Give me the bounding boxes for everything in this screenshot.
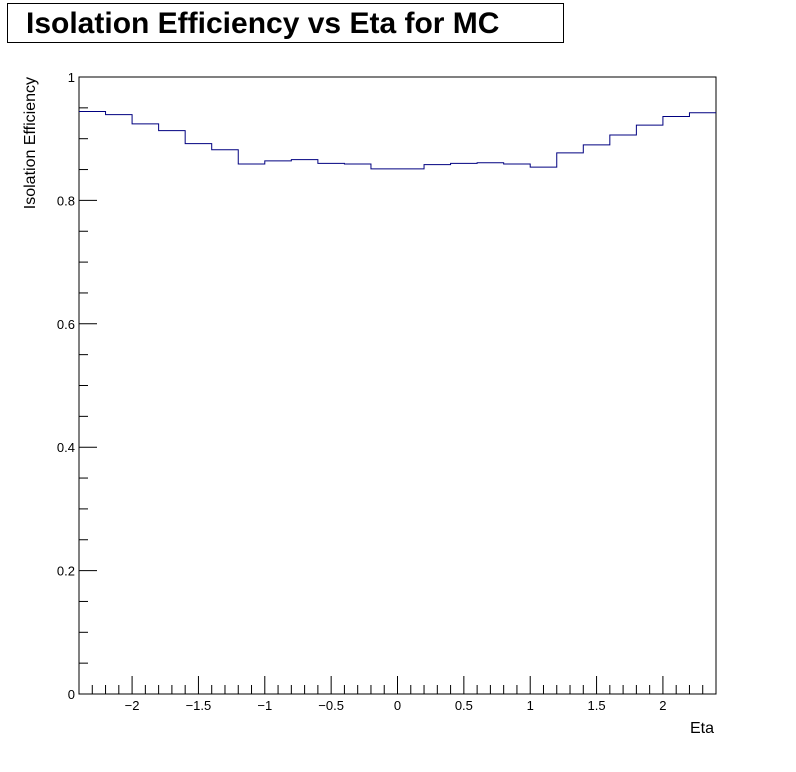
y-tick-label: 1 [68,70,75,85]
y-tick-label: 0.2 [57,564,75,579]
x-tick-label: 0.5 [455,698,473,713]
x-tick-label: −1.5 [186,698,212,713]
x-tick-label: −0.5 [318,698,344,713]
x-tick-label: 1.5 [588,698,606,713]
x-axis-tick-labels: −2 −1.5 −1 −0.5 0 0.5 1 1.5 2 [125,698,667,713]
chart-title-box: Isolation Efficiency vs Eta for MC [7,3,564,43]
series-line [79,111,716,170]
x-tick-label: 1 [527,698,534,713]
y-tick-label: 0.8 [57,193,75,208]
x-tick-label: −2 [125,698,140,713]
y-tick-label: 0.4 [57,440,75,455]
y-axis-title: Isolation Efficiency [22,77,39,209]
chart-title: Isolation Efficiency vs Eta for MC [26,7,500,40]
y-tick-label: 0 [68,687,75,702]
x-axis-title: Eta [690,720,714,737]
x-tick-label: 0 [394,698,401,713]
x-tick-label: −1 [257,698,272,713]
x-tick-label: 2 [659,698,666,713]
plot-frame [78,76,717,695]
x-axis-ticks [78,676,717,694]
y-axis-tick-labels: 0 0.2 0.4 0.6 0.8 1 [57,70,75,702]
y-axis-ticks [79,76,97,695]
y-tick-label: 0.6 [57,317,75,332]
